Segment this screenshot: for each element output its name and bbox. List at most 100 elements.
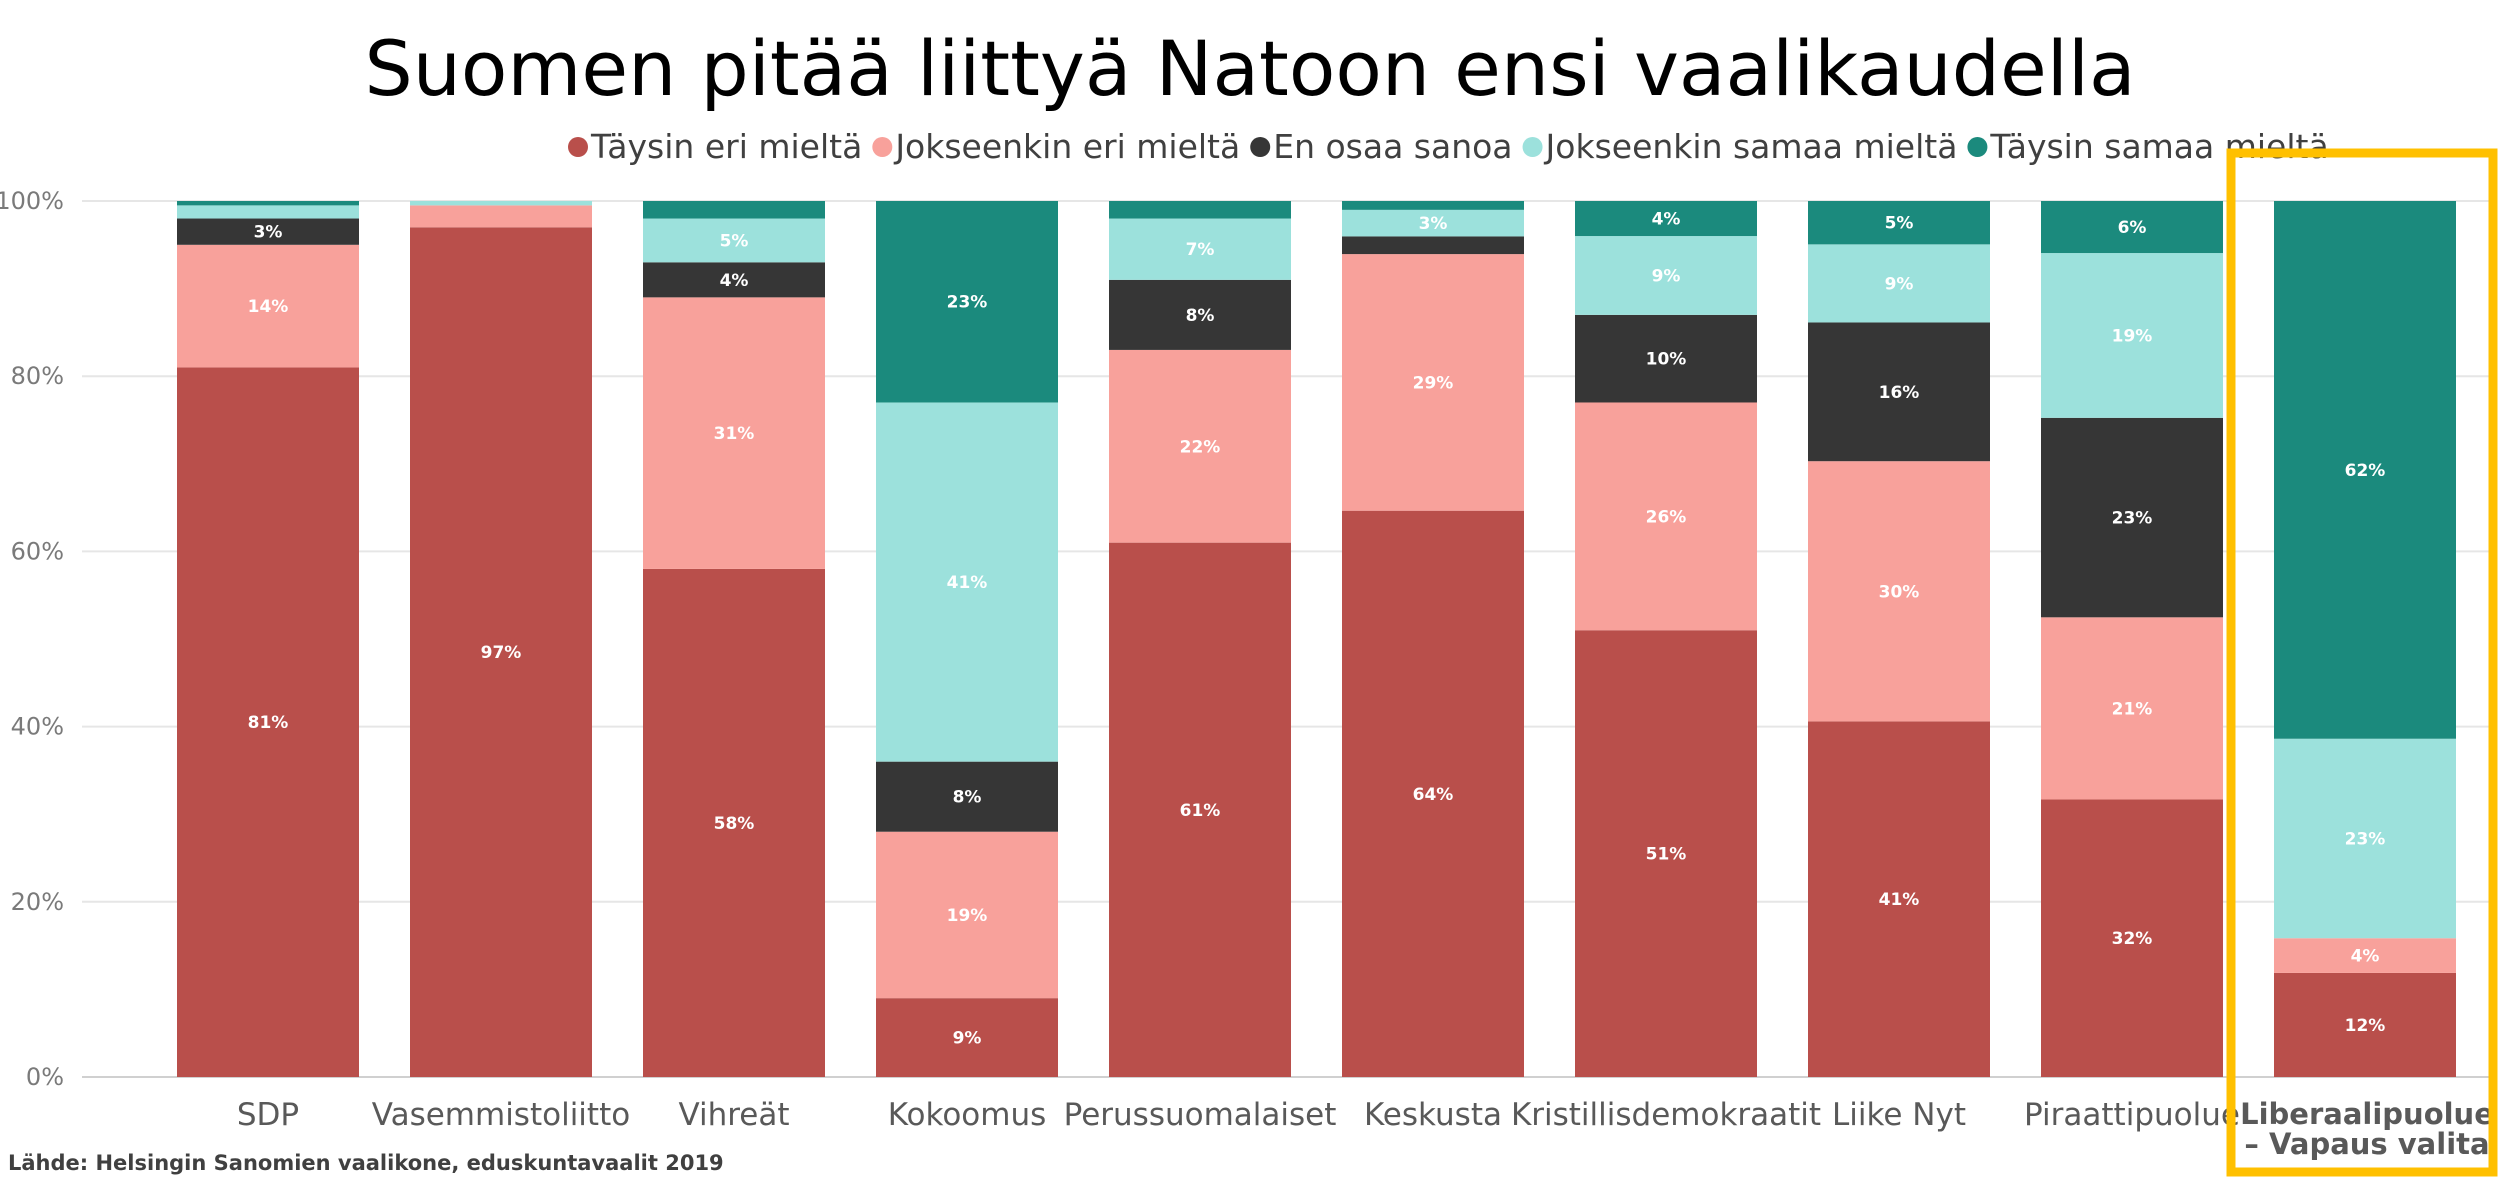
data-label: 19% (947, 906, 988, 926)
legend-marker (872, 137, 893, 157)
data-label: 8% (953, 788, 982, 808)
data-label: 32% (2112, 929, 2153, 949)
data-label: 19% (2112, 326, 2153, 346)
bar-segment (643, 262, 825, 298)
legend-marker (1250, 137, 1271, 157)
y-tick-label: 40% (11, 713, 64, 741)
data-label: 51% (1646, 845, 1687, 865)
data-label: 8% (1186, 306, 1215, 326)
data-label: 3% (1419, 214, 1448, 234)
bar-segment (1109, 279, 1291, 350)
x-tick-label: Vasemmistoliitto (372, 1097, 630, 1133)
legend-marker (568, 137, 588, 157)
bar-segment (876, 831, 1058, 999)
bar-segment (1575, 314, 1757, 403)
bar-segment (2041, 253, 2223, 418)
bar-segment (2041, 201, 2223, 254)
data-label: 12% (2345, 1016, 2386, 1036)
bar-segment (2274, 938, 2456, 973)
bar-segment (177, 205, 359, 219)
data-label: 4% (2351, 947, 2380, 967)
bar-segment (1342, 209, 1524, 237)
data-label: 81% (248, 713, 289, 733)
data-label: 62% (2345, 461, 2386, 481)
data-label: 58% (714, 814, 755, 834)
data-label: 41% (947, 573, 988, 593)
bar-segment (643, 218, 825, 263)
bar-segment (410, 201, 592, 206)
bar-segment (643, 297, 825, 569)
legend-marker (1967, 137, 1988, 157)
data-label: 5% (1885, 214, 1914, 234)
data-label: 14% (248, 297, 289, 317)
data-label: 23% (2112, 509, 2153, 529)
bar-segment (1575, 402, 1757, 631)
legend-label: Jokseenkin eri mieltä (893, 127, 1240, 166)
data-label: 30% (1879, 582, 1920, 602)
y-tick-label: 20% (11, 888, 64, 916)
bar-segment (2041, 799, 2223, 1077)
bar-segment (177, 367, 359, 1077)
data-label: 3% (254, 223, 283, 243)
bar-segment (876, 201, 1058, 403)
x-tick-label: SDP (237, 1097, 299, 1133)
legend-label: Jokseenkin samaa mieltä (1544, 127, 1958, 166)
data-label: 22% (1180, 437, 1221, 457)
bar-segment (2274, 972, 2456, 1077)
bar-segment (177, 218, 359, 245)
bar-segment (1575, 630, 1757, 1077)
data-label: 16% (1879, 383, 1920, 403)
bar-segment (1109, 542, 1291, 1077)
y-tick-label: 80% (11, 362, 64, 390)
x-tick-label: Keskusta (1364, 1097, 1502, 1133)
x-tick-label: Perussuomalaiset (1064, 1097, 1337, 1133)
bar-segment (876, 761, 1058, 832)
data-label: 9% (1885, 274, 1914, 294)
bar-segment (410, 205, 592, 228)
bar-segment (1808, 461, 1990, 722)
bar-segment (1808, 721, 1990, 1077)
bar-segment (2041, 417, 2223, 618)
bar-segment (177, 244, 359, 368)
bar-segment (177, 201, 359, 206)
data-label: 7% (1186, 240, 1215, 260)
data-label: 97% (481, 643, 522, 663)
x-tick-label: Liike Nyt (1832, 1097, 1966, 1133)
legend-label: En osaa sanoa (1273, 127, 1512, 166)
bar-segment (876, 998, 1058, 1077)
data-label: 31% (714, 424, 755, 444)
data-label: 64% (1413, 785, 1454, 805)
data-label: 21% (2112, 699, 2153, 719)
x-tick-label: Kokoomus (888, 1097, 1047, 1133)
data-label: 9% (1652, 266, 1681, 286)
bar-segment (2041, 617, 2223, 800)
source-note: Lähde: Helsingin Sanomien vaalikone, edu… (8, 1151, 724, 1175)
chart-title: Suomen pitää liittyä Natoon ensi vaalika… (364, 24, 2135, 113)
bar-segment (1342, 254, 1524, 511)
data-label: 23% (2345, 829, 2386, 849)
y-tick-label: 60% (11, 537, 64, 565)
bar-segment (1808, 322, 1990, 462)
legend-marker (1522, 137, 1543, 157)
y-tick-label: 100% (0, 187, 64, 215)
x-tick-label: Kristillisdemokraatit (1511, 1097, 1821, 1133)
data-label: 4% (1652, 210, 1681, 230)
bar-segment (1575, 201, 1757, 237)
data-label: 26% (1646, 507, 1687, 527)
bar-segment (1109, 349, 1291, 543)
bar-segment (1808, 244, 1990, 323)
bar-segment (1808, 201, 1990, 245)
legend-label: Täysin eri mieltä (590, 127, 862, 166)
bar-segment (1342, 236, 1524, 255)
highlight-box (2226, 148, 2498, 1177)
bar-segment (1342, 201, 1524, 210)
bar-segment (1109, 201, 1291, 219)
bars: 81% 14% 3% 97% 58% 31% 4% 5% 9% 19% 8% 41% 23% 61% 22%… (177, 201, 2456, 1077)
x-tick-label: Liberaalipuolue (2240, 1097, 2494, 1131)
data-label: 61% (1180, 801, 1221, 821)
x-tick-label: Piraattipuolue (2024, 1097, 2240, 1133)
bar-segment (876, 402, 1058, 762)
bar-segment (1109, 218, 1291, 280)
data-label: 4% (720, 271, 749, 291)
